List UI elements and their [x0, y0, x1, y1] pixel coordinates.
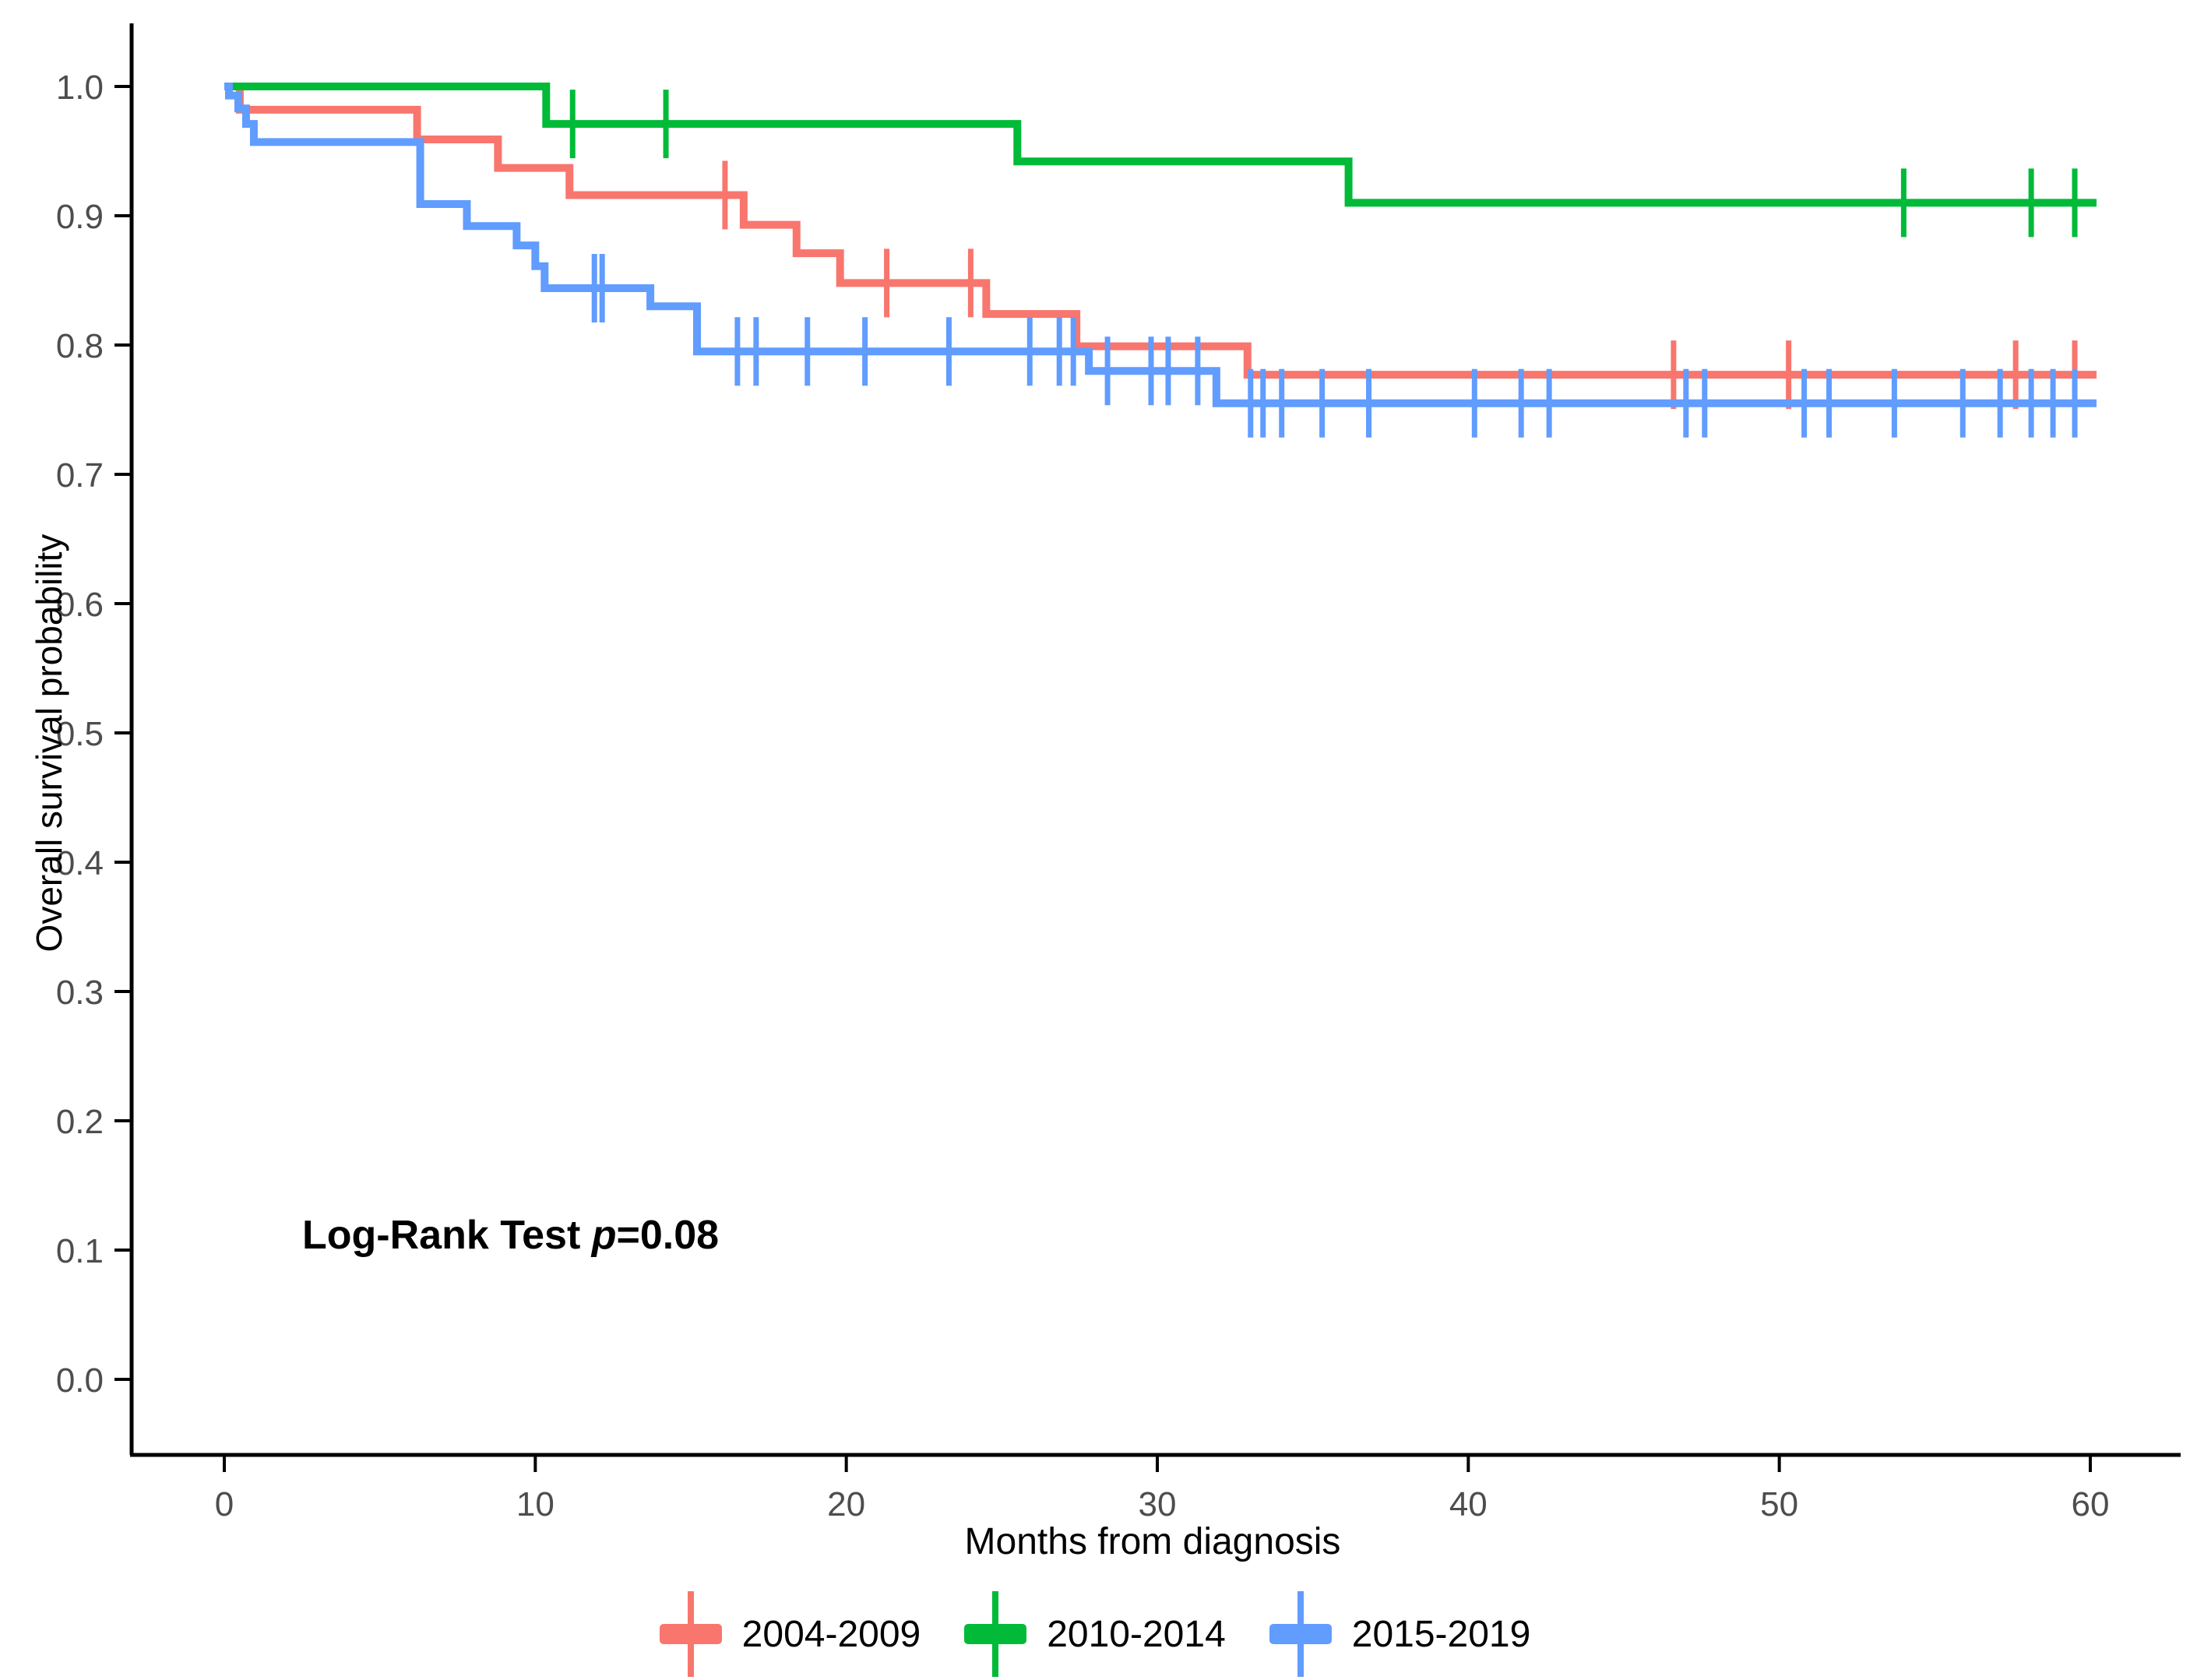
annotation-p-symbol: p — [591, 1213, 617, 1258]
annotation-prefix: Log-Rank Test — [302, 1213, 592, 1258]
legend-item-2010-2014: 2010-2014 — [964, 1591, 1226, 1677]
x-axis-title: Months from diagnosis — [964, 1521, 1341, 1562]
y-tick-label: 0.2 — [56, 1103, 104, 1141]
legend-label-2010-2014: 2010-2014 — [1047, 1613, 1226, 1655]
x-tick-label: 10 — [516, 1485, 555, 1523]
x-tick-label: 0 — [215, 1485, 234, 1523]
y-tick-label: 0.4 — [56, 844, 104, 882]
legend-item-2004-2009: 2004-2009 — [659, 1591, 921, 1677]
legend: 2004-2009 2010-2014 2015-2019 — [0, 1591, 2190, 1677]
x-tick-label: 40 — [1449, 1485, 1488, 1523]
censor-cross-icon — [659, 1591, 722, 1677]
survival-curve-2015-2019 — [224, 83, 2097, 407]
x-tick-label: 20 — [827, 1485, 865, 1523]
y-axis-title: Overall survival probability — [29, 534, 69, 953]
x-tick-label: 30 — [1139, 1485, 1177, 1523]
annotation-value: =0.08 — [616, 1213, 720, 1258]
y-tick-label: 0.3 — [56, 974, 104, 1012]
censor-cross-icon — [1269, 1591, 1332, 1677]
y-tick-label: 0.1 — [56, 1232, 104, 1270]
y-tick-label: 0.6 — [56, 586, 104, 624]
legend-item-2015-2019: 2015-2019 — [1269, 1591, 1531, 1677]
x-tick-label: 60 — [2072, 1485, 2110, 1523]
legend-label-2015-2019: 2015-2019 — [1351, 1613, 1531, 1655]
y-tick-label: 0.5 — [56, 715, 104, 753]
legend-label-2004-2009: 2004-2009 — [741, 1613, 921, 1655]
y-tick-label: 0.0 — [56, 1361, 104, 1400]
x-tick-label: 50 — [1760, 1485, 1798, 1523]
y-tick-label: 1.0 — [56, 69, 104, 107]
survival-curve-2010-2014 — [224, 83, 2097, 207]
censor-cross-icon — [964, 1591, 1027, 1677]
y-tick-label: 0.8 — [56, 327, 104, 365]
y-tick-label: 0.9 — [56, 198, 104, 236]
log-rank-annotation: Log-Rank Test p=0.08 — [302, 1212, 719, 1259]
survival-curve-2004-2009 — [224, 83, 2097, 379]
y-tick-label: 0.7 — [56, 456, 104, 495]
